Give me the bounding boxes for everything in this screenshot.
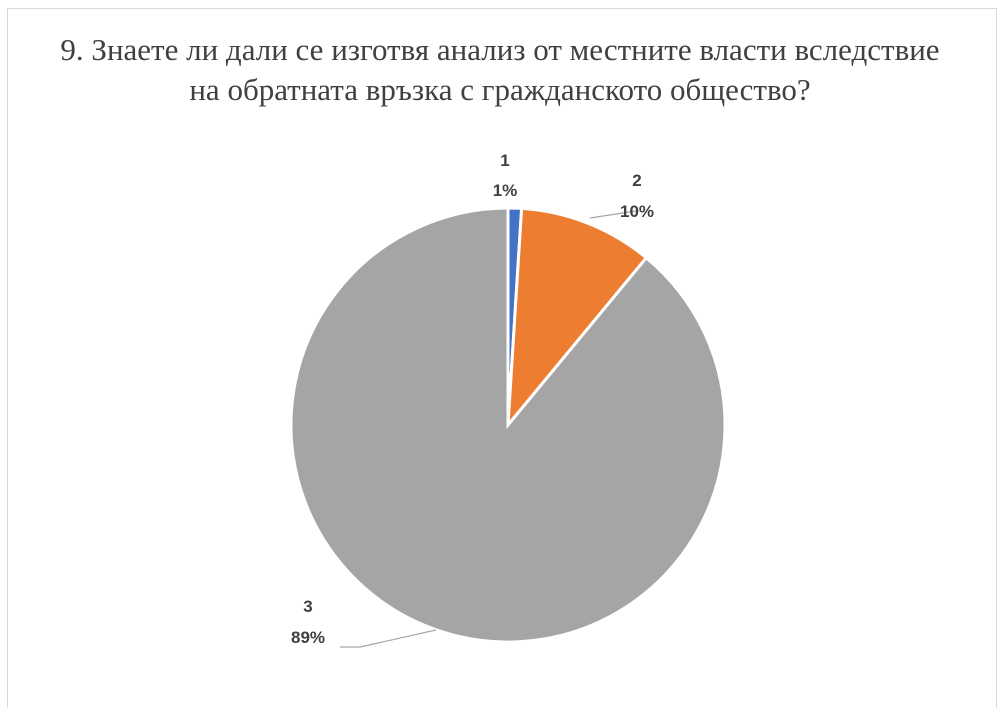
pie-slice-3 (289, 206, 727, 644)
data-label-category-2: 2 (632, 171, 641, 190)
data-label-category-1: 1 (500, 151, 509, 170)
chart-title: 9. Знаете ли дали се изготвя анализ от м… (60, 32, 940, 107)
pie-slice-2 (506, 206, 649, 430)
leader-line-2 (589, 210, 637, 219)
data-label-category-3: 3 (303, 597, 312, 616)
data-label-percent-1: 1% (493, 181, 518, 200)
leader-line-3 (340, 629, 437, 648)
data-label-percent-2: 10% (620, 202, 654, 221)
data-label-percent-3: 89% (291, 628, 325, 647)
